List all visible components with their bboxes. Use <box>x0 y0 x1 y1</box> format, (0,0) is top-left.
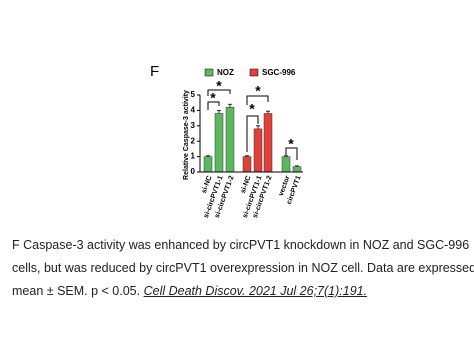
bar <box>281 156 291 173</box>
error-bar <box>266 110 270 114</box>
y-tick-label: 0 <box>191 167 196 176</box>
error-bar <box>284 155 288 157</box>
y-tick-label: 4 <box>191 106 196 115</box>
significance-brackets <box>207 89 298 160</box>
bar <box>214 113 224 173</box>
panel-label: F <box>150 63 159 80</box>
legend-swatch <box>204 68 214 77</box>
error-bar <box>245 155 249 157</box>
error-bar <box>295 165 299 167</box>
significance-star: * <box>210 90 216 106</box>
caption-line: mean ± SEM. p < 0.05. Cell Death Discov.… <box>12 284 367 298</box>
bar <box>225 107 235 173</box>
y-tick-label: 1 <box>191 152 196 161</box>
y-tick-label: 2 <box>191 136 196 145</box>
caption-line: cells, but was reduced by circPVT1 overe… <box>12 261 474 275</box>
y-tick-label: 3 <box>191 121 196 130</box>
legend-swatch <box>249 68 259 77</box>
y-axis-title: Relative Caspase-3 activity <box>183 90 190 180</box>
caption-text: mean ± SEM. p < 0.05. <box>12 284 144 298</box>
error-bar <box>206 155 210 157</box>
error-bar <box>217 110 221 114</box>
significance-star: * <box>255 83 261 99</box>
error-bar <box>228 103 232 108</box>
legend-label: NOZ <box>217 68 234 77</box>
significance-star: * <box>216 78 222 94</box>
bar <box>242 156 252 173</box>
caption-line: F Caspase-3 activity was enhanced by cir… <box>12 238 470 252</box>
citation-link[interactable]: Cell Death Discov. 2021 Jul 26;7(1):191. <box>143 284 368 298</box>
significance-star: * <box>249 101 255 117</box>
legend-label: SGC-996 <box>262 68 296 77</box>
bar <box>263 113 273 173</box>
significance-star: * <box>288 136 294 152</box>
y-tick-label: 5 <box>191 90 196 99</box>
chart: F Relative Caspase-3 activity * * * * * … <box>150 63 303 219</box>
error-bar <box>256 125 260 129</box>
bar <box>203 156 213 173</box>
bar <box>253 128 263 173</box>
bar <box>292 166 302 173</box>
